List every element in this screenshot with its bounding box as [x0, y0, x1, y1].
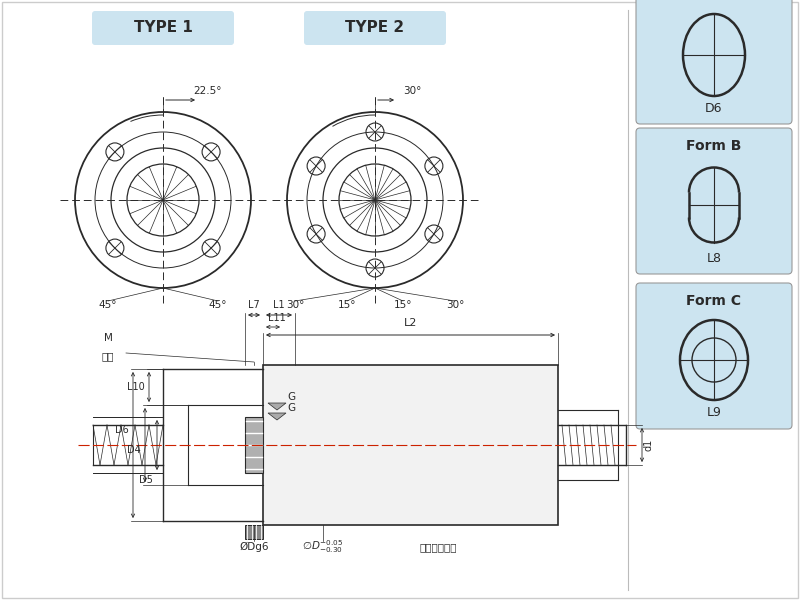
FancyBboxPatch shape [304, 11, 446, 45]
Bar [245, 525, 263, 539]
Text: L7: L7 [248, 300, 260, 310]
Text: Form A: Form A [686, 0, 742, 3]
Text: ØDg6: ØDg6 [239, 542, 269, 552]
Text: L11: L11 [268, 313, 286, 323]
Text: Form C: Form C [686, 294, 742, 308]
Text: L2: L2 [404, 318, 417, 328]
Text: G: G [287, 392, 295, 402]
Text: L9: L9 [706, 407, 722, 419]
Bar [263, 365, 558, 525]
Text: D5: D5 [139, 475, 153, 485]
Text: 30°: 30° [446, 300, 464, 310]
Text: L8: L8 [706, 251, 722, 265]
Text: TYPE 1: TYPE 1 [134, 20, 193, 35]
Text: d1: d1 [644, 439, 654, 451]
Text: G: G [287, 403, 295, 413]
FancyBboxPatch shape [92, 11, 234, 45]
Text: 15°: 15° [338, 300, 356, 310]
Text: $\varnothing D^{-0.05}_{-0.30}$: $\varnothing D^{-0.05}_{-0.30}$ [302, 539, 344, 556]
Text: 45°: 45° [98, 300, 118, 310]
Text: 两端附划刷器: 两端附划刷器 [419, 542, 457, 552]
Text: 30°: 30° [403, 86, 422, 96]
Text: 45°: 45° [209, 300, 227, 310]
FancyBboxPatch shape [636, 0, 792, 124]
Text: L10: L10 [127, 382, 145, 392]
Polygon shape [268, 403, 286, 410]
FancyBboxPatch shape [636, 128, 792, 274]
Text: TYPE 2: TYPE 2 [346, 20, 405, 35]
Polygon shape [268, 413, 286, 420]
Text: 油孔: 油孔 [102, 351, 114, 361]
Bar [245, 417, 263, 473]
Text: D6: D6 [706, 101, 722, 115]
Text: M: M [103, 333, 113, 343]
Text: D6: D6 [115, 425, 129, 435]
Text: 15°: 15° [394, 300, 412, 310]
Text: L1: L1 [273, 300, 285, 310]
Text: 22.5°: 22.5° [193, 86, 222, 96]
Text: D4: D4 [127, 445, 141, 455]
Text: 30°: 30° [286, 300, 304, 310]
FancyBboxPatch shape [636, 283, 792, 429]
Text: Form B: Form B [686, 139, 742, 153]
